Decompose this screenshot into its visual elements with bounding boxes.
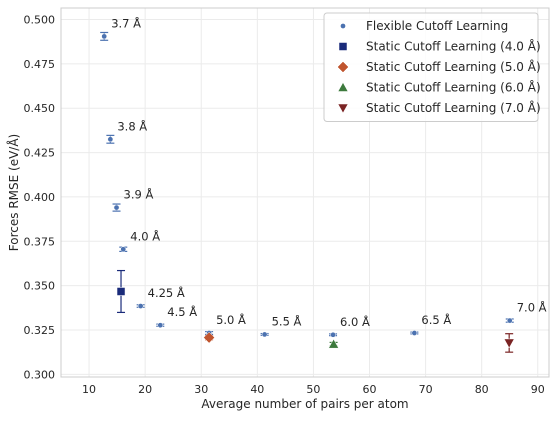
data-point <box>137 303 144 309</box>
y-tick-label: 0.375 <box>24 235 56 248</box>
legend-label: Static Cutoff Learning (4.0 Å) <box>366 39 541 54</box>
y-tick-label: 0.500 <box>24 14 56 27</box>
y-tick-label: 0.450 <box>24 102 56 115</box>
x-tick-label: 50 <box>306 383 320 396</box>
x-tick-label: 30 <box>194 383 208 396</box>
data-point <box>113 204 120 211</box>
data-point <box>411 330 418 336</box>
point-annotation: 4.25 Å <box>148 285 185 300</box>
y-tick-label: 0.400 <box>24 191 56 204</box>
point-annotation: 6.0 Å <box>340 314 370 329</box>
series-1 <box>116 269 126 314</box>
x-tick-label: 40 <box>250 383 264 396</box>
legend-box <box>323 12 539 122</box>
data-point <box>330 331 336 338</box>
x-axis-label: Average number of pairs per atom <box>201 397 408 411</box>
data-point <box>506 317 513 324</box>
point-annotation: 3.8 Å <box>117 118 147 133</box>
legend-marker <box>338 42 348 51</box>
x-tick-label: 80 <box>475 383 489 396</box>
data-point <box>328 338 340 349</box>
data-point <box>107 136 114 143</box>
y-axis-label: Forces RMSE (eV/Å) <box>6 134 21 251</box>
point-annotation: 4.5 Å <box>167 304 197 319</box>
series-3 <box>328 338 340 349</box>
y-tick-label: 0.350 <box>24 280 56 293</box>
x-tick-label: 10 <box>82 383 96 396</box>
point-annotation: 3.7 Å <box>111 15 141 30</box>
series-2 <box>203 331 215 344</box>
data-point <box>120 246 127 253</box>
y-tick-label: 0.475 <box>24 58 56 71</box>
y-tick-label: 0.325 <box>24 324 56 337</box>
legend-item: Static Cutoff Learning (6.0 Å) <box>337 80 541 95</box>
legend-label: Flexible Cutoff Learning <box>366 19 508 33</box>
data-point <box>157 322 164 329</box>
point-annotation: 3.9 Å <box>124 187 154 202</box>
x-tick-label: 70 <box>419 383 433 396</box>
legend-item: Static Cutoff Learning (7.0 Å) <box>337 100 541 115</box>
data-point <box>116 287 126 296</box>
legend-label: Static Cutoff Learning (5.0 Å) <box>366 59 541 74</box>
point-annotation: 5.5 Å <box>272 313 302 328</box>
legend-marker <box>337 103 349 114</box>
series-0: 3.7 Å 3.8 Å 3.9 Å 4.0 Å 4.25 Å 4.5 Å 5.0 Å 5.5 … <box>100 15 547 338</box>
point-annotation: 6.5 Å <box>421 312 451 327</box>
data-points: 3.7 Å 3.8 Å 3.9 Å 4.0 Å 4.25 Å 4.5 Å 5.0 Å 5.5 … <box>100 15 547 353</box>
y-tick-label: 0.300 <box>24 368 56 381</box>
data-point <box>503 338 515 349</box>
data-point <box>101 33 108 40</box>
plot-frame <box>60 7 550 378</box>
legend-item: Static Cutoff Learning (4.0 Å) <box>338 39 541 54</box>
legend-label: Static Cutoff Learning (6.0 Å) <box>366 80 541 95</box>
x-tick-label: 90 <box>531 383 545 396</box>
y-tick-label: 0.425 <box>24 147 56 160</box>
legend-marker <box>337 81 349 92</box>
legend-item: Static Cutoff Learning (5.0 Å) <box>337 59 541 74</box>
data-point <box>261 331 268 338</box>
series-4 <box>503 333 515 353</box>
axis-ticks: 10 20 30 40 50 60 70 80 90 0.300 0.325 0.350 0.375 0.… <box>24 14 545 396</box>
point-annotation: 7.0 Å <box>517 300 547 315</box>
x-tick-label: 60 <box>363 383 377 396</box>
legend-marker <box>340 23 346 29</box>
legend-label: Static Cutoff Learning (7.0 Å) <box>366 100 541 115</box>
x-tick-label: 20 <box>138 383 152 396</box>
legend: Flexible Cutoff Learning Static Cutoff Le… <box>323 12 541 122</box>
point-annotation: 4.0 Å <box>130 228 160 243</box>
point-annotation: 5.0 Å <box>216 312 246 327</box>
data-point <box>203 331 215 344</box>
legend-item: Flexible Cutoff Learning <box>340 19 508 33</box>
legend-marker <box>337 61 349 73</box>
